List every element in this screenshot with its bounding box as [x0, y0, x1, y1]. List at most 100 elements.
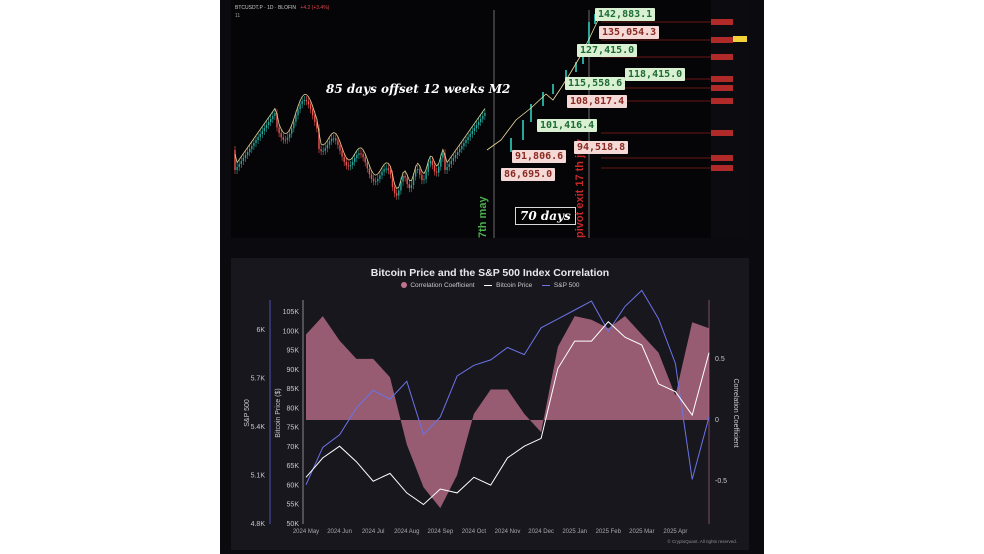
candle-body [421, 174, 423, 181]
candle-body [448, 164, 450, 167]
candle-body [410, 185, 413, 189]
candle-body [406, 177, 408, 185]
candle-body [339, 144, 341, 151]
candle-body [366, 162, 368, 169]
candle-body [280, 133, 282, 138]
candle-body [377, 178, 379, 182]
btc-axis-title: Bitcoin Price ($) [275, 388, 282, 437]
candle-body [400, 181, 402, 191]
candle-body [238, 164, 240, 167]
candle-body [318, 128, 320, 150]
sp500-line [305, 289, 710, 486]
candle-body [429, 160, 431, 164]
corr-tick-label: 0 [715, 417, 719, 424]
ticker-change: +4.2 (+3.4%) [300, 5, 330, 11]
candle-body [475, 125, 478, 128]
price-level-tag [711, 37, 733, 43]
candle-body [347, 165, 350, 167]
candle-body [246, 152, 249, 155]
correlation-area [306, 316, 709, 509]
candle-body [282, 137, 284, 140]
candle-body [267, 122, 270, 125]
x-tick-label: 2024 Jul [362, 529, 385, 535]
price-label: 91,806.6 [512, 150, 567, 163]
chart-title: Bitcoin Price and the S&P 500 Index Corr… [370, 267, 610, 279]
candle-body [473, 128, 476, 131]
candle-body [297, 109, 299, 116]
x-tick-label: 2024 Aug [394, 529, 419, 535]
candle-body [383, 169, 385, 172]
ticker-symbol: BTCUSDT.P · 1D · BLOFIN [235, 5, 297, 11]
candle-body [301, 101, 303, 105]
candle-body [303, 100, 305, 102]
price-scale [711, 0, 749, 238]
m2-line [234, 94, 486, 190]
x-tick-label: 2024 Jun [327, 529, 352, 535]
candle-body [259, 134, 261, 137]
candle-body [419, 169, 421, 175]
candle-body [417, 169, 419, 171]
candle-body [249, 149, 251, 152]
candle-body [404, 176, 406, 178]
candle-body [431, 160, 434, 166]
btc-tick-label: 55K [287, 502, 300, 509]
candle-body [291, 128, 293, 134]
candle-body [236, 167, 238, 170]
candle-body [427, 163, 429, 172]
candle-body [438, 166, 440, 173]
candle-body [402, 176, 404, 182]
candle-body [255, 140, 257, 143]
x-tick-label: 2024 Dec [528, 529, 554, 535]
candle-body [270, 119, 272, 122]
candle-body [467, 137, 469, 140]
candle-body [293, 121, 295, 129]
price-level-tag [711, 54, 733, 60]
candle-body [251, 146, 253, 149]
candle-body [375, 181, 377, 183]
price-level-tag [711, 76, 733, 82]
correlation-chart: Bitcoin Price and the S&P 500 Index Corr… [231, 258, 749, 550]
candle-body [360, 153, 362, 155]
price-label: 118,415.0 [625, 68, 686, 81]
candle-body [261, 131, 263, 134]
corr-axis-title: Correlation Coefficient [732, 378, 739, 447]
legend-dot-icon [400, 282, 407, 289]
x-tick-label: 2024 May [293, 529, 319, 535]
candle-body [309, 104, 312, 110]
candle-body [312, 109, 314, 116]
candle-body [299, 104, 301, 110]
price-level-tag [711, 19, 733, 25]
days-annotation: 70 days [515, 207, 576, 225]
candle-body [263, 128, 266, 131]
sp500-tick-label: 5.1K [251, 473, 266, 480]
candle-body [242, 158, 245, 161]
candle-body [362, 154, 364, 158]
candle-body [425, 171, 427, 180]
candle-body [286, 137, 289, 140]
candle-body [391, 174, 394, 187]
candle-body [469, 134, 471, 137]
candle-body [265, 125, 268, 128]
candle-body [274, 113, 276, 116]
candle-body [257, 137, 259, 140]
price-label: 115,558.6 [565, 77, 626, 90]
candle-body [414, 169, 417, 177]
candle-body [335, 138, 337, 141]
btc-tick-label: 65K [287, 463, 300, 470]
candle-body [440, 157, 442, 167]
candle-body [454, 155, 457, 158]
candle-body [435, 171, 438, 173]
btc-tick-label: 80K [287, 405, 300, 412]
btc-tick-label: 95K [287, 348, 300, 355]
candle-body [337, 140, 339, 145]
candle-body [316, 122, 318, 129]
date-marker-may: 7th may [477, 196, 489, 238]
candle-body [328, 141, 331, 145]
candle-body [385, 168, 387, 170]
candle-body [333, 138, 335, 140]
sp500-tick-label: 4.8K [251, 521, 266, 528]
candle-body [364, 157, 366, 163]
candle-body [393, 186, 396, 194]
price-level-tag [711, 155, 733, 161]
candle-body [253, 143, 255, 146]
